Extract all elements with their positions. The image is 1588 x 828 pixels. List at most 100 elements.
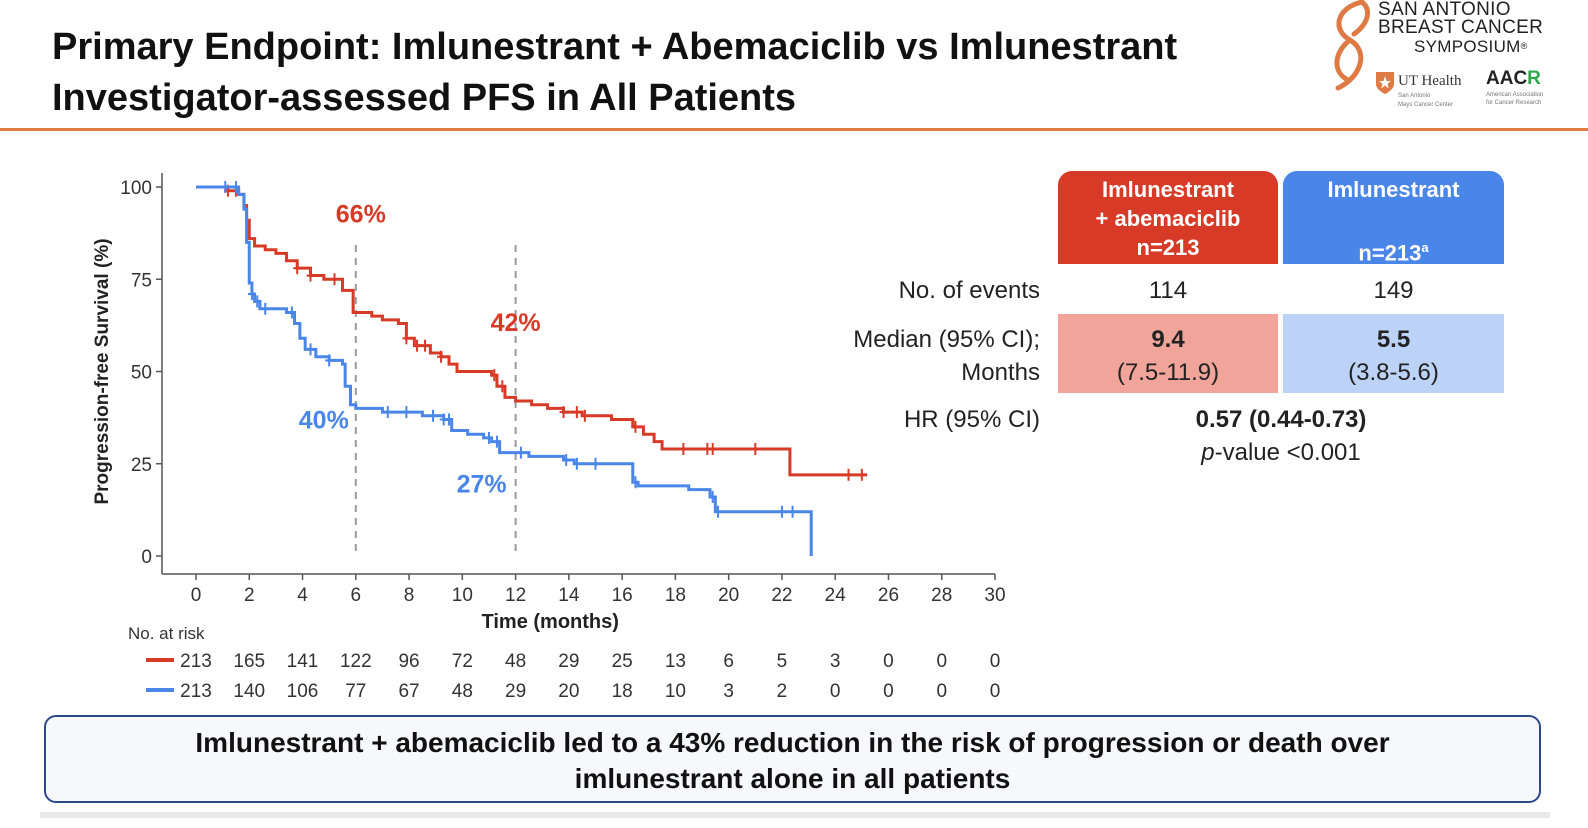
aacr-sub-text-2: for Cancer Research	[1486, 100, 1542, 106]
risk-count: 18	[612, 681, 633, 702]
x-tick-label: 0	[191, 585, 202, 606]
risk-count: 0	[883, 651, 894, 672]
risk-count: 29	[505, 681, 526, 702]
ribbon-icon	[1334, 0, 1371, 91]
footnote-strip	[40, 812, 1550, 818]
x-tick-label: 14	[558, 585, 580, 606]
risk-count: 165	[233, 651, 265, 672]
x-tick-label: 6	[351, 585, 362, 606]
risk-count: 0	[936, 681, 947, 702]
p-value: p-value <0.001	[1201, 439, 1361, 466]
risk-count: 29	[558, 651, 579, 672]
aacr-sub-text: American Association	[1486, 92, 1544, 98]
risk-count: 5	[777, 651, 788, 672]
col1-header-line1: Imlunestrant	[1101, 177, 1235, 202]
risk-count: 72	[452, 651, 473, 672]
col1-header-line3: n=213	[1136, 235, 1200, 260]
ut-shield-icon	[1376, 72, 1394, 94]
x-tick-label: 8	[404, 585, 415, 606]
risk-count: 0	[830, 681, 841, 702]
x-tick-label: 18	[665, 585, 686, 606]
x-tick-label: 30	[984, 585, 1005, 606]
risk-count: 77	[345, 681, 366, 702]
ut-sub-text: San Antonio	[1398, 93, 1431, 99]
median-label-line1: Median (95% CI);	[853, 326, 1040, 353]
median-label-line2: Months	[961, 359, 1040, 386]
annotation-label: 66%	[336, 200, 386, 228]
callout-line1: Imlunestrant + abemaciclib led to a 43% …	[195, 727, 1390, 758]
logo-text-line1: SAN ANTONIO	[1378, 0, 1511, 20]
y-tick-label: 75	[131, 270, 152, 291]
col-header-monotherapy: Imlunestrant n=213a	[1283, 171, 1504, 266]
median-ci-combination: (7.5-11.9)	[1116, 359, 1220, 386]
aacr-logo-text: AACR	[1486, 68, 1541, 89]
risk-count: 122	[340, 651, 372, 672]
annotation-label: 27%	[457, 470, 507, 498]
risk-count: 67	[398, 681, 419, 702]
title-divider	[0, 128, 1588, 131]
x-tick-label: 26	[878, 585, 899, 606]
median-combination: 9.4	[1151, 326, 1185, 353]
risk-count: 213	[180, 681, 212, 702]
x-tick-label: 4	[297, 585, 308, 606]
x-tick-label: 20	[718, 585, 739, 606]
slide-title-line2: Investigator-assessed PFS in All Patient…	[52, 77, 797, 119]
risk-table-label: No. at risk	[128, 624, 205, 643]
annotation-label: 42%	[491, 309, 541, 337]
risk-count: 10	[665, 681, 686, 702]
x-tick-label: 22	[771, 585, 792, 606]
x-tick-label: 28	[931, 585, 952, 606]
risk-count: 3	[830, 651, 841, 672]
ut-health-text: UT Health	[1398, 73, 1462, 89]
risk-count: 0	[883, 681, 894, 702]
risk-count: 0	[936, 651, 947, 672]
col2-header-line1: Imlunestrant	[1327, 177, 1460, 202]
key-finding-callout: Imlunestrant + abemaciclib led to a 43% …	[44, 715, 1541, 803]
risk-count: 20	[558, 681, 579, 702]
risk-count: 6	[723, 651, 734, 672]
callout-line2: imlunestrant alone in all patients	[574, 763, 1011, 794]
risk-count: 0	[990, 681, 1001, 702]
logo-text-line3: SYMPOSIUM®	[1414, 37, 1528, 56]
y-tick-label: 100	[120, 178, 152, 199]
risk-count: 2	[777, 681, 788, 702]
x-tick-label: 10	[452, 585, 473, 606]
risk-count: 213	[180, 651, 212, 672]
col-header-combination: Imlunestrant + abemaciclib n=213	[1058, 171, 1278, 264]
ut-sub-text-2: Mays Cancer Center	[1398, 102, 1454, 108]
y-tick-label: 25	[131, 455, 152, 476]
km-curve-series-1	[196, 185, 868, 477]
risk-count: 25	[612, 651, 633, 672]
col1-header-line2: + abemaciclib	[1095, 206, 1241, 231]
x-tick-label: 12	[505, 585, 526, 606]
x-tick-label: 16	[612, 585, 633, 606]
km-curve-series-2	[196, 185, 813, 556]
hr-label: HR (95% CI)	[903, 406, 1040, 433]
risk-count: 48	[505, 651, 526, 672]
hr-value: 0.57 (0.44-0.73)	[1195, 406, 1367, 433]
risk-count: 3	[723, 681, 734, 702]
logo-text-line2: BREAST CANCER	[1378, 17, 1544, 38]
events-combination: 114	[1148, 277, 1188, 304]
col2-header-line3: n=213a	[1358, 240, 1429, 266]
slide-title-line1: Primary Endpoint: Imlunestrant + Abemaci…	[52, 26, 1178, 68]
events-monotherapy: 149	[1373, 277, 1414, 304]
risk-count: 96	[398, 651, 419, 672]
x-tick-label: 24	[825, 585, 847, 606]
annotation-label: 40%	[299, 406, 349, 434]
y-axis-label: Progression-free Survival (%)	[92, 238, 113, 504]
risk-count: 140	[233, 681, 265, 702]
median-cell-monotherapy	[1283, 314, 1504, 393]
risk-count: 106	[287, 681, 319, 702]
y-tick-label: 0	[141, 547, 152, 568]
events-label: No. of events	[898, 277, 1040, 304]
risk-count: 141	[287, 651, 319, 672]
median-cell-combination	[1058, 314, 1278, 393]
x-tick-label: 2	[244, 585, 255, 606]
median-monotherapy: 5.5	[1376, 326, 1411, 353]
risk-count: 0	[990, 651, 1001, 672]
x-axis-label: Time (months)	[482, 611, 619, 633]
risk-count: 13	[665, 651, 686, 672]
median-ci-monotherapy: (3.8-5.6)	[1348, 359, 1439, 386]
